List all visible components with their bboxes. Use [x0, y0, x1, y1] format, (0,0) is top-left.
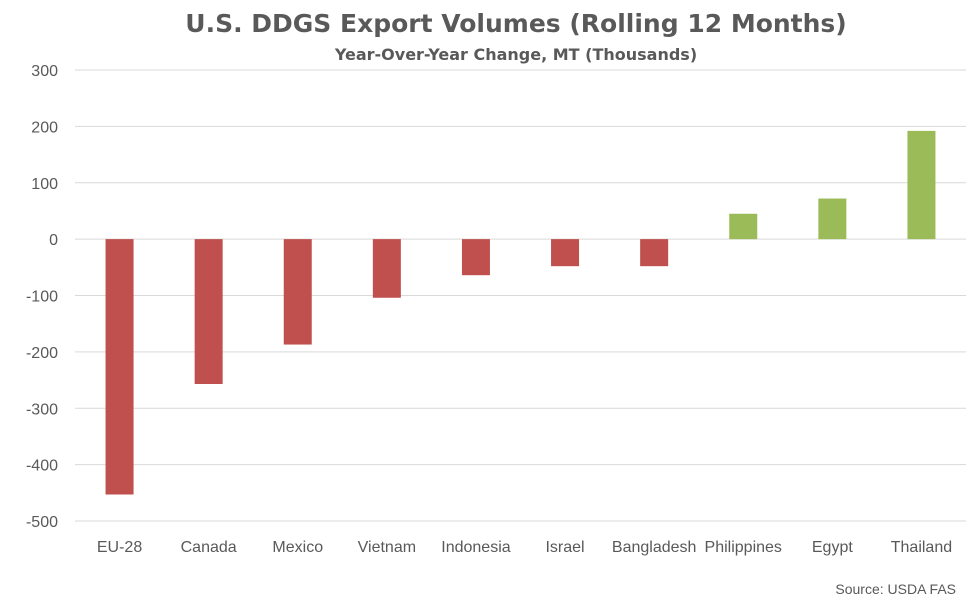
gridlines	[75, 69, 966, 522]
x-tick-label: Philippines	[705, 539, 782, 556]
x-tick-label: Bangladesh	[612, 539, 697, 556]
x-tick-label: Canada	[181, 539, 237, 556]
x-tick-label: EU-28	[97, 539, 142, 556]
x-tick-label: Mexico	[272, 539, 323, 556]
bar-canada	[194, 239, 223, 385]
x-tick-label: Indonesia	[441, 539, 510, 556]
chart-title: U.S. DDGS Export Volumes (Rolling 12 Mon…	[185, 9, 846, 38]
y-tick-label: -200	[26, 345, 58, 362]
chart-subtitle: Year-Over-Year Change, MT (Thousands)	[334, 45, 697, 64]
y-axis-ticks: 300 200 100 0 -100 -200 -300 -400 -500	[26, 63, 58, 531]
bar-bangladesh	[640, 239, 669, 267]
y-tick-label: -400	[26, 458, 58, 475]
x-tick-label: Egypt	[812, 539, 853, 556]
x-tick-label: Israel	[545, 539, 584, 556]
bar-mexico	[283, 239, 312, 345]
bar-israel	[551, 239, 580, 267]
bar-vietnam	[372, 239, 401, 298]
y-tick-label: 100	[31, 176, 58, 193]
bar-egypt	[818, 198, 847, 240]
x-axis-labels: EU-28 Canada Mexico Vietnam Indonesia Israel B…	[97, 539, 952, 556]
y-tick-label: 300	[31, 63, 58, 80]
source-note: Source: USDA FAS	[835, 581, 956, 597]
y-tick-label: 200	[31, 119, 58, 136]
bars	[105, 130, 936, 495]
y-tick-label: 0	[49, 232, 58, 249]
x-tick-label: Thailand	[891, 539, 952, 556]
bar-eu-28	[105, 239, 134, 495]
x-tick-label: Vietnam	[358, 539, 416, 556]
y-tick-label: -300	[26, 401, 58, 418]
bar-philippines	[729, 213, 758, 240]
y-tick-label: -500	[26, 514, 58, 531]
y-tick-label: -100	[26, 289, 58, 306]
bar-thailand	[907, 130, 936, 240]
bar-indonesia	[461, 239, 490, 276]
